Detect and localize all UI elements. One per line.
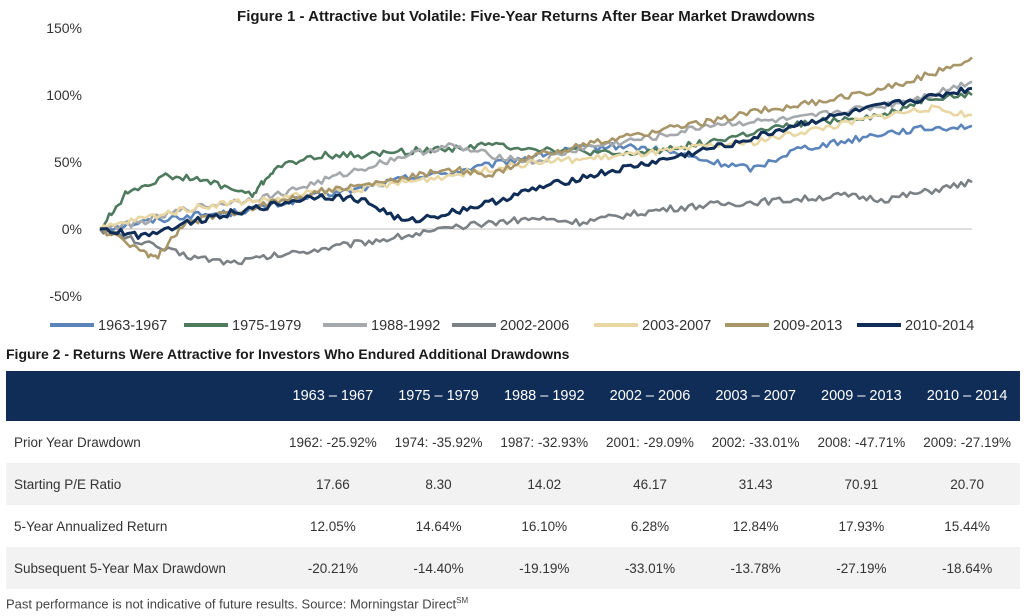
row-label: Subsequent 5-Year Max Drawdown bbox=[14, 560, 226, 576]
table-cell: 2001: -29.09% bbox=[606, 434, 694, 450]
table-cell: -33.01% bbox=[624, 560, 676, 576]
table-cell: 14.02 bbox=[527, 476, 562, 492]
figure-2-title: Figure 2 - Returns Were Attractive for I… bbox=[6, 346, 570, 362]
legend-label: 2010-2014 bbox=[905, 318, 974, 334]
y-tick-label: -50% bbox=[49, 288, 82, 304]
table-row: Subsequent 5-Year Max Drawdown -20.21% -… bbox=[6, 547, 1020, 589]
table-row: 5-Year Annualized Return 12.05% 14.64% 1… bbox=[6, 505, 1020, 547]
footnote-superscript: SM bbox=[456, 596, 469, 605]
table-header-cell: 2010 – 2014 bbox=[926, 388, 1008, 404]
series-line bbox=[98, 178, 973, 266]
table-cell: 2009: -27.19% bbox=[923, 434, 1012, 450]
table-header-cell: 2009 – 2013 bbox=[821, 388, 902, 404]
footnote: Past performance is not indicative of fu… bbox=[6, 596, 468, 611]
table-header-cell: 1988 – 1992 bbox=[503, 388, 585, 404]
table-cell: -19.19% bbox=[519, 560, 570, 576]
table-cell: 70.91 bbox=[844, 476, 879, 492]
table-cell: 12.84% bbox=[732, 518, 779, 534]
series-line bbox=[99, 56, 973, 260]
table-cell: 12.05% bbox=[309, 518, 356, 534]
legend-label: 1963-1967 bbox=[98, 318, 167, 334]
line-chart: Figure 1 - Attractive but Volatile: Five… bbox=[46, 8, 974, 334]
table-cell: -14.40% bbox=[413, 560, 464, 576]
table-header-cell: 1963 – 1967 bbox=[292, 388, 374, 404]
row-label: Starting P/E Ratio bbox=[14, 476, 122, 492]
table-cell: 17.93% bbox=[838, 518, 885, 534]
table-cell: 1987: -32.93% bbox=[500, 434, 589, 450]
table-cell: 2008: -47.71% bbox=[817, 434, 906, 450]
table-row: Prior Year Drawdown 1962: -25.92% 1974: … bbox=[6, 421, 1020, 463]
series-line bbox=[99, 86, 973, 240]
table-cell: 46.17 bbox=[633, 476, 667, 492]
table-cell: -13.78% bbox=[730, 560, 781, 576]
row-label: 5-Year Annualized Return bbox=[14, 518, 168, 534]
table-cell: 1962: -25.92% bbox=[288, 434, 377, 450]
table-header-cell: 1975 – 1979 bbox=[398, 388, 479, 404]
table-cell: 31.43 bbox=[738, 476, 773, 492]
y-tick-label: 100% bbox=[46, 87, 82, 103]
table-header-cell: 2002 – 2006 bbox=[609, 388, 691, 404]
table-cell: -20.21% bbox=[307, 560, 358, 576]
legend-label: 1988-1992 bbox=[371, 318, 440, 334]
chart-title: Figure 1 - Attractive but Volatile: Five… bbox=[237, 8, 815, 25]
legend-label: 1975-1979 bbox=[232, 318, 301, 334]
table-cell: 14.64% bbox=[415, 518, 462, 534]
legend-label: 2009-2013 bbox=[773, 318, 842, 334]
table-cell: 16.10% bbox=[521, 518, 568, 534]
returns-table: 1963 – 1967 1975 – 1979 1988 – 1992 2002… bbox=[6, 371, 1020, 589]
table-header-row: 1963 – 1967 1975 – 1979 1988 – 1992 2002… bbox=[6, 371, 1020, 421]
table-cell: 17.66 bbox=[315, 476, 350, 492]
table-cell: 20.70 bbox=[950, 476, 984, 492]
figure-1-chart: Figure 1 - Attractive but Volatile: Five… bbox=[46, 8, 974, 334]
y-tick-label: 0% bbox=[62, 221, 82, 237]
table-cell: 2002: -33.01% bbox=[711, 434, 800, 450]
table-cell: -27.19% bbox=[836, 560, 887, 576]
legend-label: 2003-2007 bbox=[642, 318, 711, 334]
table-cell: 6.28% bbox=[630, 518, 670, 534]
legend-label: 2002-2006 bbox=[500, 318, 569, 334]
table-cell: 8.30 bbox=[425, 476, 452, 492]
table-header-cell: 2003 – 2007 bbox=[715, 388, 796, 404]
table-row: Starting P/E Ratio 17.66 8.30 14.02 46.1… bbox=[6, 463, 1020, 505]
table-header-cell bbox=[6, 371, 280, 421]
row-label: Prior Year Drawdown bbox=[14, 434, 141, 450]
table-cell: -18.64% bbox=[941, 560, 993, 576]
table-cell: 1974: -35.92% bbox=[394, 434, 483, 450]
table-cell: 15.44% bbox=[944, 518, 990, 534]
y-tick-label: 150% bbox=[46, 20, 82, 36]
series-line bbox=[99, 104, 973, 230]
y-tick-label: 50% bbox=[54, 154, 82, 170]
footnote-text: Past performance is not indicative of fu… bbox=[6, 596, 457, 612]
